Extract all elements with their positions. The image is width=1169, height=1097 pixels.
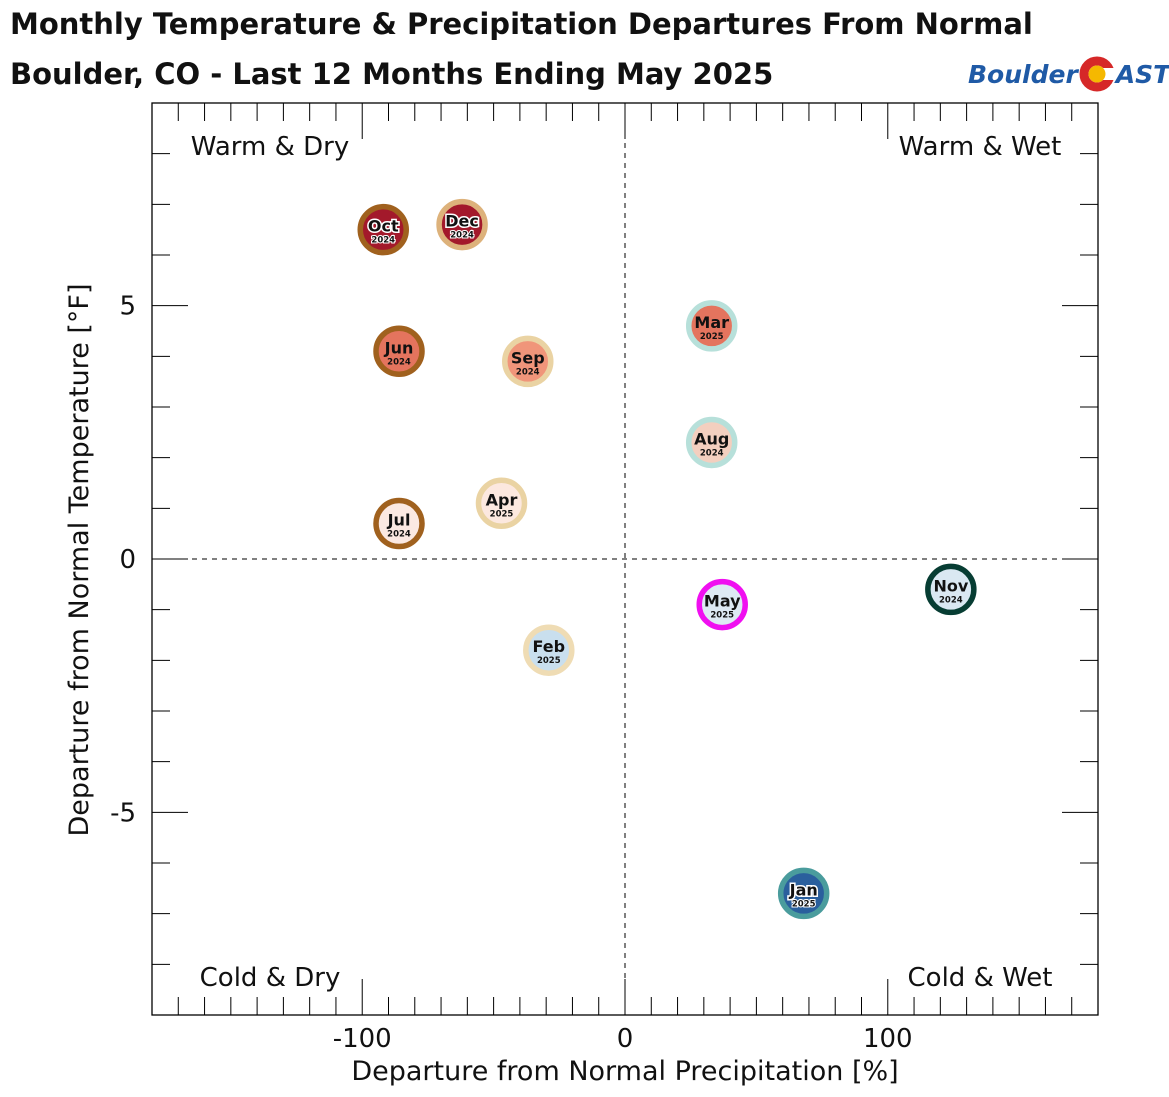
colorado-flag-c-icon — [1079, 56, 1115, 92]
x-tick-label: 100 — [863, 1024, 913, 1054]
logo-text-boulder: Boulder — [968, 60, 1078, 89]
data-point-month-label: Jun — [384, 338, 414, 357]
chart-labels: Departure from Normal Precipitation [%] … — [64, 132, 1061, 1087]
y-tick-label: 0 — [119, 545, 136, 575]
data-point-month-label: Jan — [789, 880, 818, 899]
data-point-year-label: 2025 — [710, 611, 734, 621]
data-point-marker — [373, 497, 425, 550]
y-tick-label: -5 — [110, 798, 136, 828]
data-point-marker — [502, 335, 554, 388]
data-point-month-label: Sep — [511, 348, 545, 367]
data-point-year-label: 2024 — [700, 448, 724, 458]
data-point-month-label: Jul — [387, 511, 411, 530]
data-point-year-label: 2024 — [387, 357, 411, 367]
data-point-marker — [373, 325, 425, 378]
data-point-month-label: May — [704, 592, 741, 611]
x-axis-label: Departure from Normal Precipitation [%] — [351, 1056, 898, 1087]
data-point-year-label: 2024 — [939, 595, 963, 605]
data-point-marker — [523, 624, 575, 676]
data-point-marker — [685, 416, 738, 469]
data-point-marker — [685, 300, 738, 352]
data-point-marker — [475, 477, 528, 530]
chart-title: Monthly Temperature & Precipitation Depa… — [10, 7, 1033, 41]
y-tick-label: 5 — [119, 292, 136, 322]
quadrant-label-warm-dry: Warm & Dry — [191, 132, 349, 162]
data-point-marker — [696, 578, 748, 631]
chart-subtitle: Boulder, CO - Last 12 Months Ending May … — [10, 57, 774, 91]
quadrant-label-cold-dry: Cold & Dry — [200, 963, 341, 993]
data-point-year-label: 2025 — [537, 656, 561, 666]
x-tick-label: -100 — [333, 1024, 392, 1054]
data-point-month-label: Oct — [368, 217, 399, 236]
data-point-month-label: Mar — [694, 313, 729, 332]
data-point-year-label: 2025 — [792, 899, 816, 909]
x-tick-label: 0 — [617, 1024, 634, 1054]
data-point-year-label: 2024 — [387, 530, 411, 540]
data-point-year-label: 2025 — [700, 332, 724, 342]
axes: -100 0 100 -5 0 5 — [110, 102, 1099, 1054]
data-point-month-label: Apr — [486, 490, 518, 509]
data-point-month-label: Aug — [694, 429, 729, 448]
quadrant-label-warm-wet: Warm & Wet — [899, 132, 1062, 162]
data-point-year-label: 2025 — [490, 509, 514, 519]
data-point-month-label: Dec — [445, 212, 479, 231]
data-point-month-label: Feb — [532, 637, 565, 656]
data-point-month-label: Nov — [933, 576, 968, 595]
data-point-marker — [925, 563, 977, 616]
data-point-year-label: 2024 — [516, 367, 540, 377]
y-axis-label: Departure from Normal Temperature [°F] — [64, 284, 95, 837]
data-point-marker — [357, 203, 409, 256]
quadrant-label-cold-wet: Cold & Wet — [908, 963, 1053, 993]
data-point-year-label: 2024 — [450, 231, 474, 241]
data-point-year-label: 2024 — [371, 236, 395, 246]
data-point-marker — [777, 867, 830, 920]
logo-text-ast: AST — [1115, 60, 1169, 89]
bouldercast-logo: Boulder AST — [968, 56, 1169, 94]
data-point-marker — [436, 198, 488, 251]
